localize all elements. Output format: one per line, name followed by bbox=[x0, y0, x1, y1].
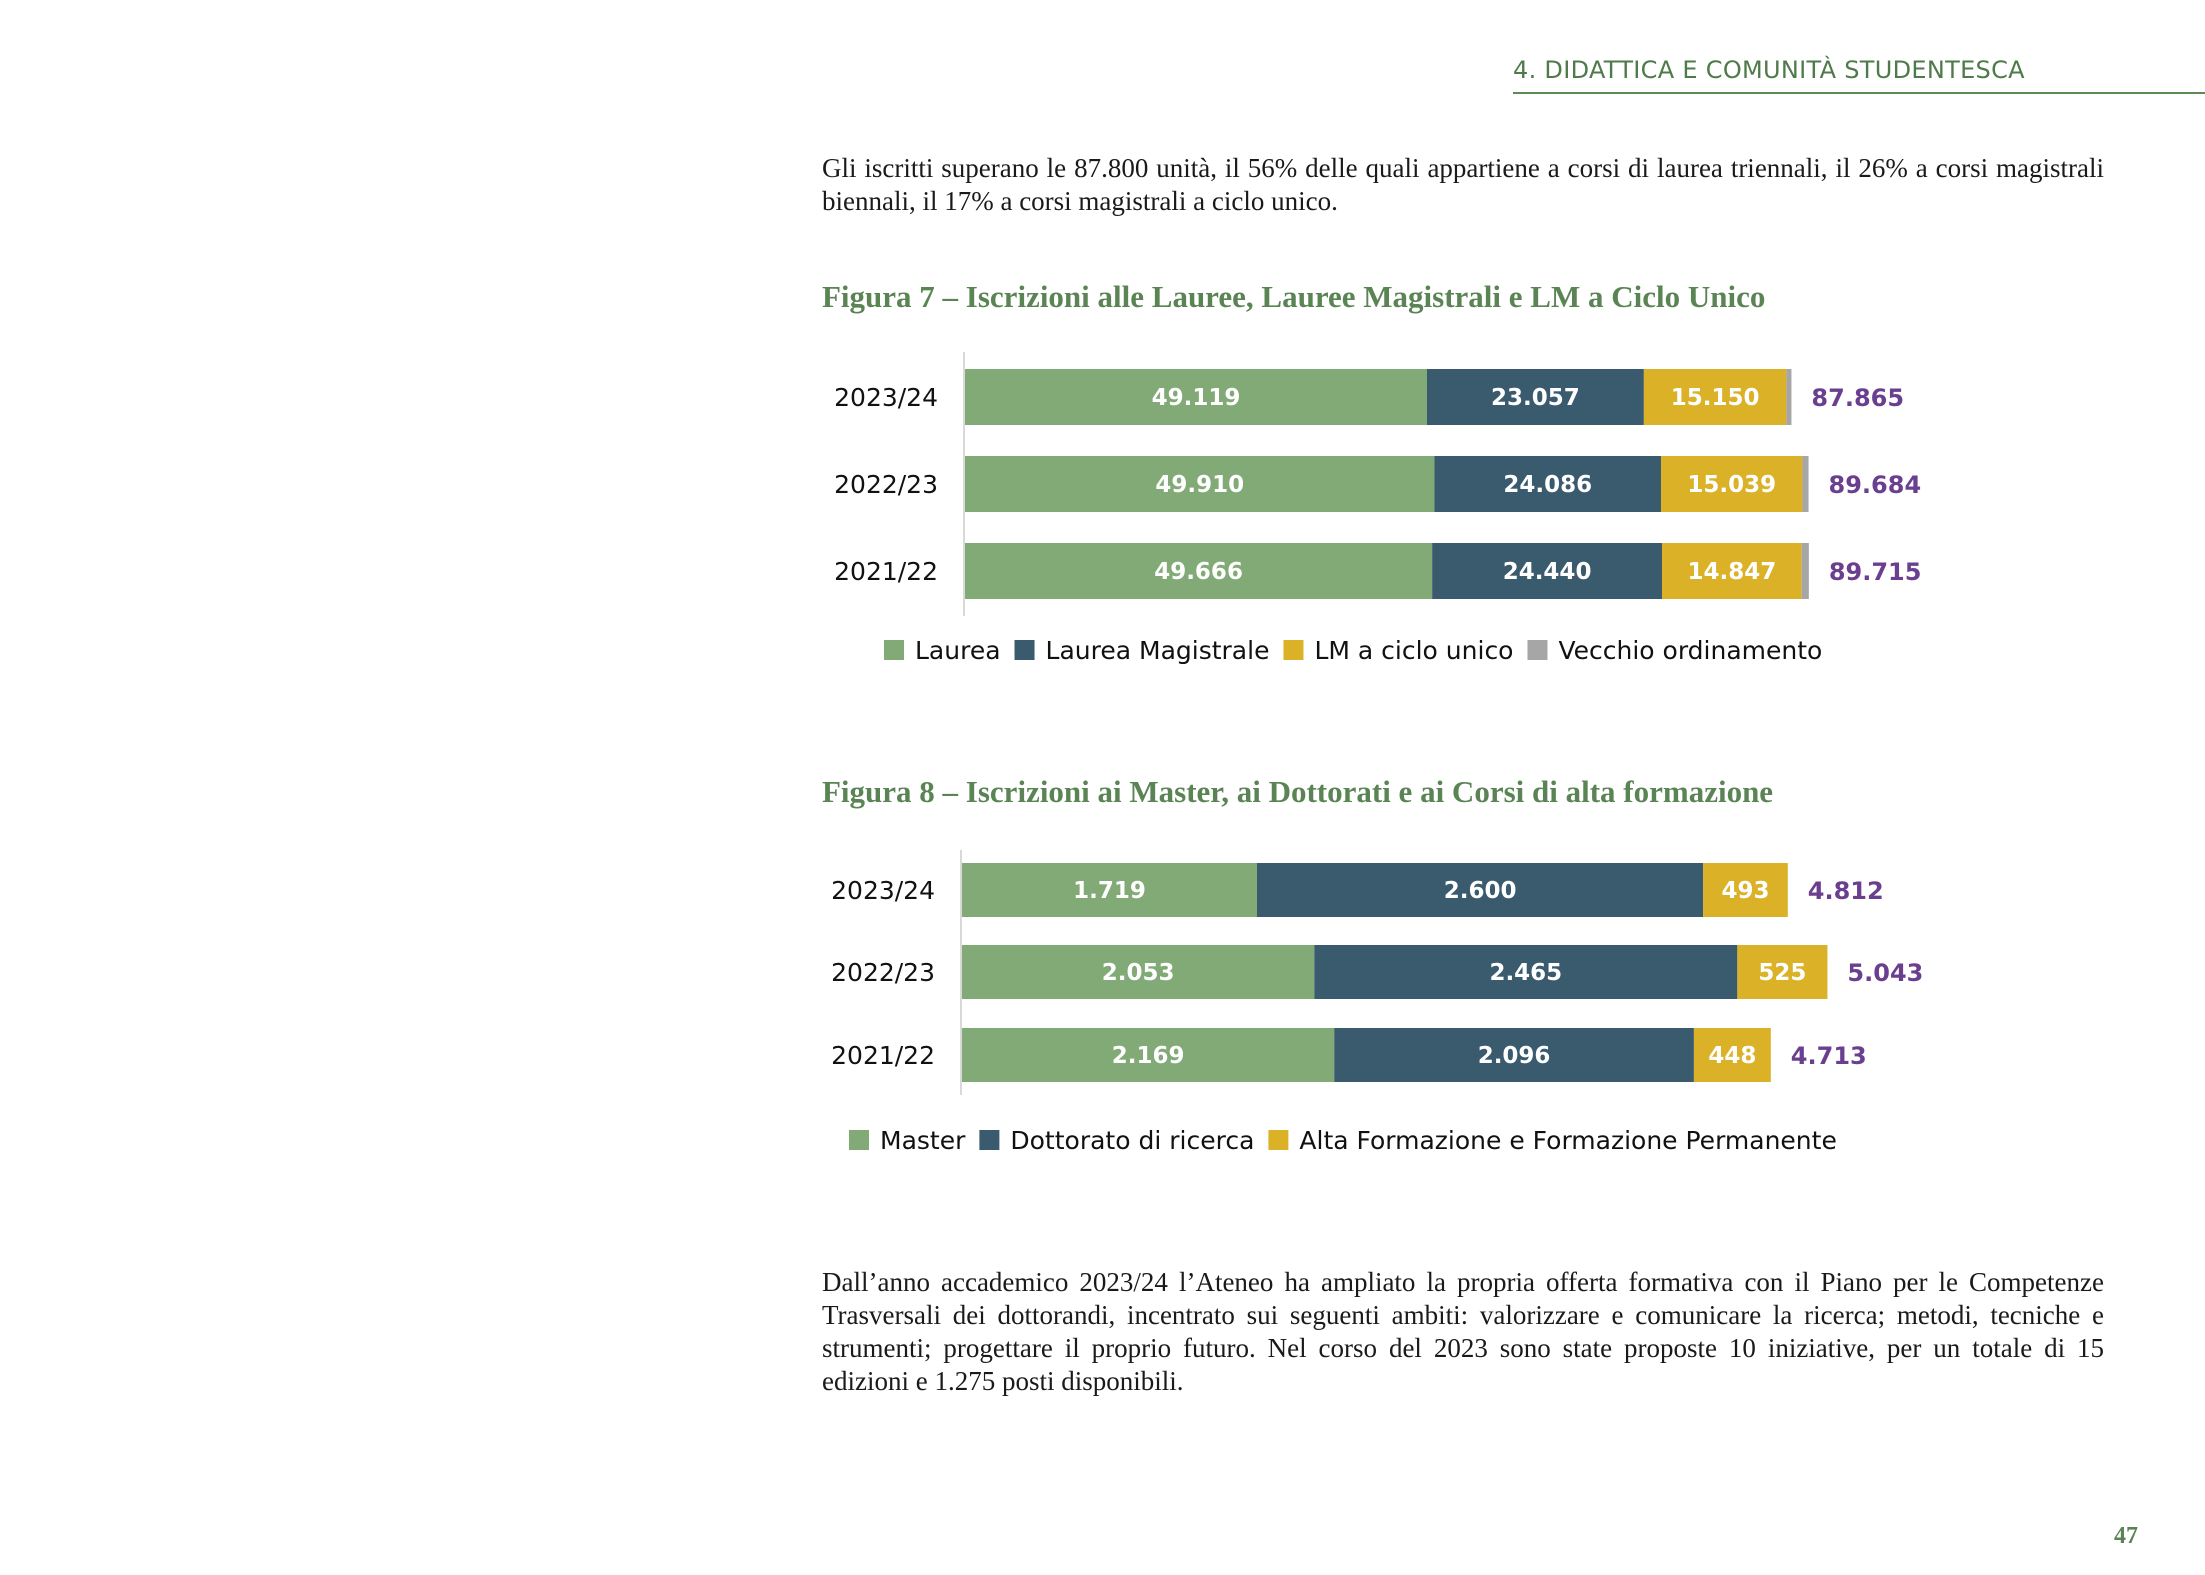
category-label: 2021/22 bbox=[831, 1041, 935, 1070]
legend-item: LM a ciclo unico bbox=[1314, 636, 1513, 665]
intro-paragraph: Gli iscritti superano le 87.800 unità, i… bbox=[822, 152, 2104, 218]
legend-item: Vecchio ordinamento bbox=[1558, 636, 1822, 665]
legend-swatch bbox=[849, 1130, 869, 1150]
total-label: 89.684 bbox=[1829, 471, 1922, 499]
legend-item: Dottorato di ricerca bbox=[1010, 1126, 1254, 1155]
category-label: 2022/23 bbox=[831, 958, 935, 987]
data-label: 24.440 bbox=[1503, 559, 1592, 585]
legend-swatch bbox=[1014, 640, 1035, 660]
legend-swatch bbox=[1527, 640, 1548, 660]
intro-text: Gli iscritti superano le 87.800 unità, i… bbox=[822, 153, 2104, 216]
data-label: 49.910 bbox=[1155, 472, 1244, 498]
bar-segment bbox=[1257, 863, 1704, 917]
figure-7-chart: 2023/24 49.119 23.057 15.150 87.865 2022/23 49… bbox=[834, 352, 1922, 665]
data-label: 2.169 bbox=[1112, 1043, 1185, 1069]
data-label: 2.600 bbox=[1444, 878, 1517, 904]
legend-item: Master bbox=[880, 1126, 966, 1155]
page-number: 47 bbox=[2114, 1523, 2138, 1549]
bar-segment bbox=[1693, 1028, 1771, 1082]
bar-segment bbox=[1643, 369, 1787, 425]
total-label: 5.043 bbox=[1847, 959, 1923, 987]
legend-swatch bbox=[884, 640, 904, 660]
bar-segment bbox=[965, 456, 1435, 512]
data-label: 2.053 bbox=[1102, 960, 1175, 986]
category-label: 2023/24 bbox=[834, 383, 938, 412]
bar-segment bbox=[1314, 945, 1738, 999]
data-label: 23.057 bbox=[1491, 385, 1580, 411]
section-header: 4. DIDATTICA E COMUNITÀ STUDENTESCA bbox=[1513, 56, 2205, 94]
data-label: 15.039 bbox=[1687, 472, 1776, 498]
data-label: 493 bbox=[1721, 878, 1769, 904]
total-label: 4.812 bbox=[1808, 877, 1884, 905]
bar-segment bbox=[1786, 369, 1792, 425]
data-label: 2.465 bbox=[1489, 960, 1562, 986]
bar-segment bbox=[965, 543, 1433, 599]
data-label: 24.086 bbox=[1503, 472, 1592, 498]
total-label: 87.865 bbox=[1811, 384, 1904, 412]
bar-segment bbox=[962, 1028, 1335, 1082]
figure-8-chart: 2023/24 1.719 2.600 493 4.812 2022/23 2.053 2.4… bbox=[831, 850, 1923, 1155]
category-label: 2023/24 bbox=[831, 876, 935, 905]
bar-segment bbox=[962, 945, 1315, 999]
data-label: 1.719 bbox=[1073, 878, 1146, 904]
data-label: 14.847 bbox=[1687, 559, 1776, 585]
total-label: 89.715 bbox=[1829, 558, 1922, 586]
figure-8-title: Figura 8 – Iscrizioni ai Master, ai Dott… bbox=[822, 774, 1774, 809]
closing-paragraph: Dall’anno accademico 2023/24 l’Ateneo ha… bbox=[822, 1266, 2104, 1398]
legend-item: Laurea Magistrale bbox=[1046, 636, 1270, 665]
legend-item: Laurea bbox=[915, 636, 1001, 665]
category-label: 2021/22 bbox=[834, 557, 938, 586]
bar-segment bbox=[1801, 543, 1809, 599]
bar-segment bbox=[962, 863, 1257, 917]
total-label: 4.713 bbox=[1791, 1042, 1867, 1070]
header-rule bbox=[1513, 92, 2205, 94]
legend-swatch bbox=[1283, 640, 1304, 660]
legend-item: Alta Formazione e Formazione Permanente bbox=[1299, 1126, 1836, 1155]
section-title: 4. DIDATTICA E COMUNITÀ STUDENTESCA bbox=[1513, 56, 2025, 84]
bar-segment bbox=[1703, 863, 1788, 917]
data-label: 15.150 bbox=[1671, 385, 1760, 411]
figure-7-title: Figura 7 – Iscrizioni alle Lauree, Laure… bbox=[822, 279, 1766, 314]
data-label: 2.096 bbox=[1478, 1043, 1551, 1069]
bar-segment bbox=[1432, 543, 1663, 599]
category-label: 2022/23 bbox=[834, 470, 938, 499]
bar-segment bbox=[1737, 945, 1828, 999]
bar-segment bbox=[1660, 456, 1803, 512]
bar-segment bbox=[1427, 369, 1644, 425]
bar-segment bbox=[1334, 1028, 1694, 1082]
legend-swatch bbox=[1268, 1130, 1289, 1150]
data-label: 49.119 bbox=[1152, 385, 1241, 411]
bar-segment bbox=[1802, 456, 1809, 512]
data-label: 448 bbox=[1708, 1043, 1756, 1069]
bar-segment bbox=[1662, 543, 1802, 599]
bar-segment bbox=[965, 369, 1427, 425]
data-label: 525 bbox=[1758, 960, 1806, 986]
legend-swatch bbox=[979, 1130, 1000, 1150]
data-label: 49.666 bbox=[1154, 559, 1243, 585]
bar-segment bbox=[1434, 456, 1661, 512]
closing-text: Dall’anno accademico 2023/24 l’Ateneo ha… bbox=[822, 1267, 2104, 1396]
